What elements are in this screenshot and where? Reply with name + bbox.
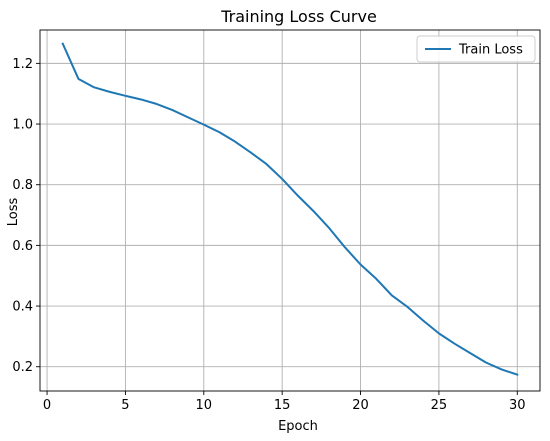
grid-lines [40, 30, 540, 391]
x-tick-label: 25 [431, 398, 448, 413]
series-line [61, 42, 519, 376]
legend-box [416, 35, 536, 63]
x-tick-label: 0 [43, 398, 51, 413]
x-tick-label: 20 [352, 398, 369, 413]
legend-label: Train Loss [458, 43, 523, 58]
x-tick-label: 15 [274, 398, 291, 413]
y-tick-label: 0.6 [12, 239, 33, 254]
x-tick-label: 5 [121, 398, 129, 413]
plot-frame [39, 29, 541, 392]
y-tick-label: 0.8 [12, 178, 33, 193]
x-tick-label: 10 [196, 398, 213, 413]
y-tick-label: 0.2 [12, 360, 33, 375]
axis-ticks: 0 5 10 15 20 25 30 0.2 0.4 0.6 0.8 1.0 1.2 [12, 57, 525, 413]
y-tick-label: 0.4 [12, 300, 33, 315]
y-tick-label: 1.2 [12, 57, 33, 72]
chart-title: Training Loss Curve [220, 7, 377, 26]
legend: Train Loss [416, 35, 536, 63]
y-tick-label: 1.0 [12, 118, 33, 133]
x-axis-label: Epoch [278, 419, 318, 434]
x-tick-label: 30 [509, 398, 526, 413]
y-axis-label: Loss [6, 198, 21, 227]
series-lines [61, 42, 519, 376]
